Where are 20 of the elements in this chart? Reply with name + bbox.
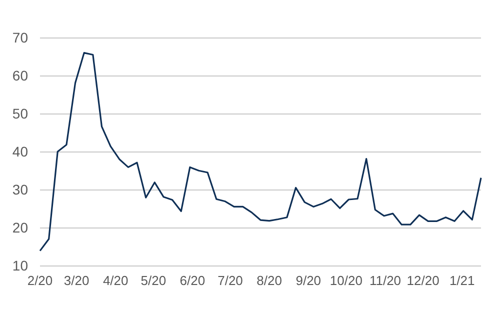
y-tick-label: 50 bbox=[12, 105, 28, 122]
x-tick-label: 8/20 bbox=[256, 273, 282, 288]
x-tick-label: 5/20 bbox=[140, 273, 166, 288]
y-tick-label: 30 bbox=[12, 181, 28, 198]
x-tick-label: 11/20 bbox=[369, 273, 402, 288]
x-tick-label: 3/20 bbox=[64, 273, 90, 288]
y-tick-label: 40 bbox=[12, 143, 28, 160]
x-tick-label: 10/20 bbox=[330, 273, 362, 288]
x-tick-label: 2/20 bbox=[27, 273, 53, 288]
x-tick-label: 9/20 bbox=[296, 273, 322, 288]
y-tick-label: 20 bbox=[12, 219, 28, 236]
x-tick-label: 6/20 bbox=[180, 273, 206, 288]
y-tick-label: 60 bbox=[12, 67, 28, 84]
x-tick-label: 7/20 bbox=[218, 273, 243, 288]
x-tick-label: 4/20 bbox=[102, 273, 128, 288]
x-tick-label: 1/21 bbox=[449, 273, 475, 288]
y-tick-label: 70 bbox=[12, 29, 28, 46]
y-tick-label: 10 bbox=[12, 257, 28, 274]
line-series bbox=[39, 52, 482, 252]
x-tick-label: 12/20 bbox=[406, 273, 440, 288]
